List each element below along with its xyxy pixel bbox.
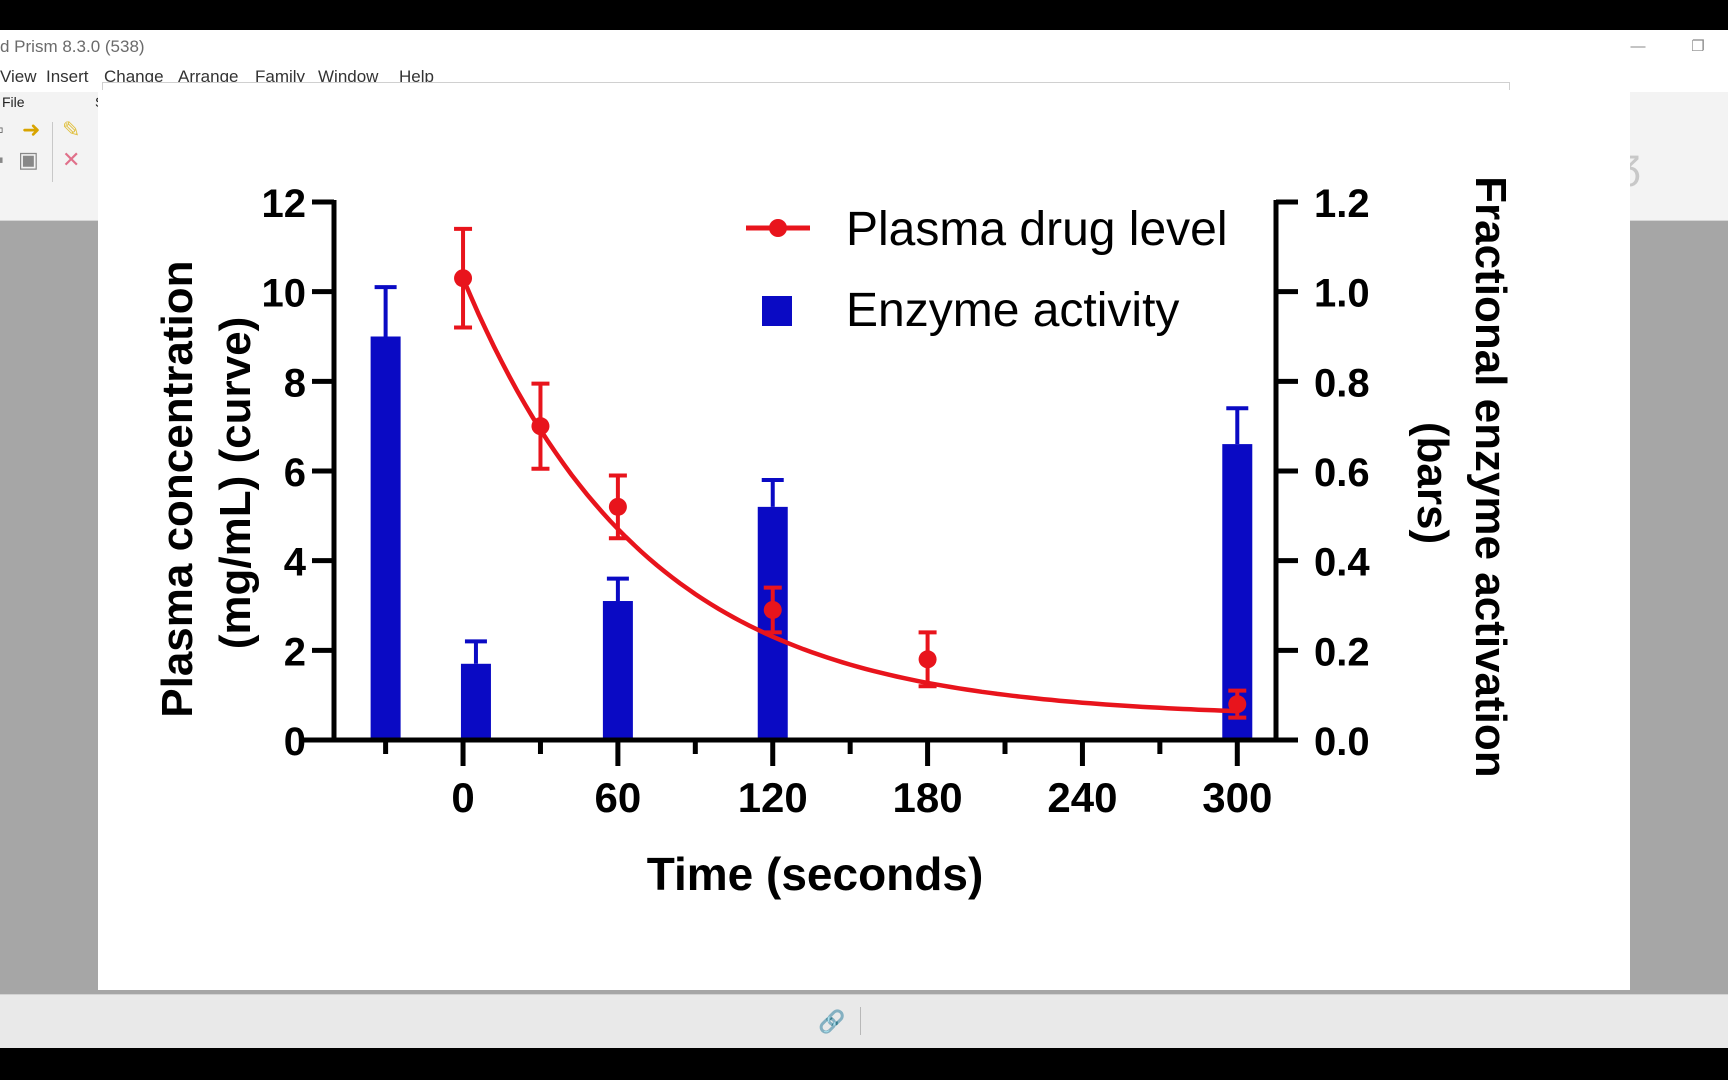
toolbar-file-label: File bbox=[2, 94, 25, 110]
menu-view[interactable]: View bbox=[0, 67, 37, 86]
graph-page: 0 2 4 6 8 10 12 0.0 0.2 0.4 0.6 0.8 1.0 1.2 0 60 120 18… bbox=[98, 90, 1630, 990]
y-tick-label-right: 0.8 bbox=[1314, 361, 1370, 405]
legend: Plasma drug level Enzyme activity bbox=[746, 203, 1228, 337]
link-icon[interactable]: 🔗 bbox=[818, 1009, 846, 1034]
x-tick-label: 240 bbox=[1047, 774, 1117, 821]
save-as-icon[interactable]: ▣ bbox=[18, 147, 39, 172]
y-axis-right-title: Fractional enzyme activation (bars) bbox=[1408, 176, 1515, 790]
y-axis-left-title-line2: (mg/mL) (curve) bbox=[211, 317, 260, 649]
data-point bbox=[608, 497, 627, 516]
data-point bbox=[1228, 695, 1247, 714]
y-axis-right-title-line2: (bars) bbox=[1408, 422, 1457, 544]
prism-window: d Prism 8.3.0 (538) — ❐ View Insert Chan… bbox=[0, 30, 1728, 1048]
highlight-icon[interactable]: ✎ bbox=[62, 117, 81, 142]
screen-bottom-border bbox=[0, 1048, 1728, 1080]
legend-label-enzyme: Enzyme activity bbox=[846, 284, 1179, 337]
menu-family[interactable]: Family bbox=[255, 67, 306, 86]
y-axis-right-title-line1: Fractional enzyme activation bbox=[1466, 176, 1515, 778]
y-tick-label-right: 0.4 bbox=[1314, 541, 1370, 585]
menu-arrange[interactable]: Arrange bbox=[178, 67, 239, 86]
data-point bbox=[918, 650, 937, 669]
delete-icon[interactable]: ✕ bbox=[62, 147, 81, 172]
screen-top-border bbox=[0, 0, 1728, 30]
y-axis-left-title-line1: Plasma concentration bbox=[153, 260, 202, 717]
menu-window[interactable]: Window bbox=[318, 67, 379, 86]
window-controls: — ❐ bbox=[1608, 30, 1728, 62]
chart: 0 2 4 6 8 10 12 0.0 0.2 0.4 0.6 0.8 1.0 1.2 0 60 120 18… bbox=[98, 90, 1630, 990]
y-tick-label-left: 10 bbox=[262, 272, 307, 316]
open-file-icon[interactable]: ➜ bbox=[22, 117, 41, 142]
y-tick-label-right: 0.0 bbox=[1314, 720, 1370, 764]
y-tick-label-left: 12 bbox=[262, 182, 307, 226]
data-point bbox=[454, 269, 473, 288]
x-tick-label: 60 bbox=[595, 774, 642, 821]
x-axis-title: Time (seconds) bbox=[647, 848, 984, 900]
menu-change[interactable]: Change bbox=[104, 67, 164, 86]
toolbar-separator bbox=[52, 122, 53, 182]
restore-button[interactable]: ❐ bbox=[1691, 38, 1705, 55]
menu-help[interactable]: Help bbox=[399, 67, 434, 86]
y-tick-label-left: 2 bbox=[284, 630, 306, 674]
status-separator bbox=[860, 1007, 861, 1035]
bar bbox=[602, 601, 633, 740]
title-bar: d Prism 8.3.0 (538) — ❐ bbox=[0, 30, 1728, 62]
legend-label-plasma: Plasma drug level bbox=[846, 203, 1228, 256]
x-tick-label: 0 bbox=[451, 774, 474, 821]
y-tick-label-right: 0.2 bbox=[1314, 630, 1370, 674]
legend-bar-swatch bbox=[762, 296, 792, 326]
y-tick-label-left: 8 bbox=[284, 361, 306, 405]
data-point bbox=[531, 417, 550, 436]
x-tick-label: 180 bbox=[893, 774, 963, 821]
y-axis-left-title: Plasma concentration (mg/mL) (curve) bbox=[153, 248, 260, 718]
legend-point-swatch bbox=[769, 219, 787, 237]
menu-insert[interactable]: Insert bbox=[46, 67, 89, 86]
y-tick-label-right: 1.0 bbox=[1314, 272, 1370, 316]
bar bbox=[370, 336, 401, 740]
fit-curve bbox=[460, 277, 1238, 714]
x-tick-label: 300 bbox=[1202, 774, 1272, 821]
y-tick-label-right: 0.6 bbox=[1314, 451, 1370, 495]
y-tick-label-left: 6 bbox=[284, 451, 306, 495]
new-file-icon[interactable]: ▫ bbox=[0, 118, 4, 142]
bar bbox=[460, 663, 491, 740]
y-tick-label-right: 1.2 bbox=[1314, 182, 1370, 226]
save-icon[interactable]: ▪ bbox=[0, 148, 4, 172]
minimize-button[interactable]: — bbox=[1630, 37, 1646, 55]
status-bar: 🔗 bbox=[0, 994, 1728, 1048]
y-tick-label-left: 0 bbox=[284, 720, 306, 764]
data-point bbox=[763, 600, 782, 619]
y-tick-label-left: 4 bbox=[284, 541, 307, 585]
window-title: d Prism 8.3.0 (538) bbox=[0, 37, 145, 56]
x-tick-label: 120 bbox=[738, 774, 808, 821]
